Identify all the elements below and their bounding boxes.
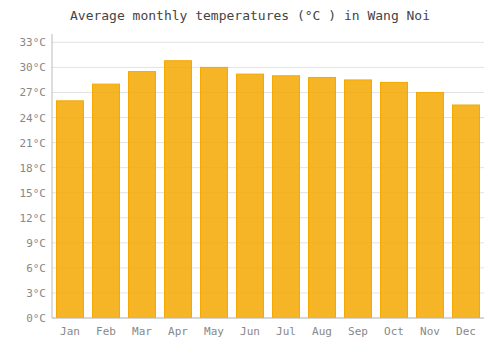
grid-line xyxy=(52,318,484,319)
title: Average monthly temperatures (°C ) in Wa… xyxy=(70,8,430,23)
bar xyxy=(57,101,84,318)
x-tick-label: Feb xyxy=(96,325,116,338)
bar xyxy=(309,77,336,318)
x-tick-label: Nov xyxy=(420,325,440,338)
bar xyxy=(129,72,156,318)
x-axis-line xyxy=(52,318,484,319)
x-tick-label: Oct xyxy=(384,325,404,338)
bar xyxy=(381,82,408,318)
y-tick-label: 30°C xyxy=(20,61,47,74)
bars xyxy=(57,61,480,318)
y-tick-label: 15°C xyxy=(20,187,47,200)
x-tick-label: May xyxy=(204,325,224,338)
grid-line xyxy=(52,42,484,43)
y-tick-label: 9°C xyxy=(26,237,46,250)
y-axis-line xyxy=(52,34,53,318)
bar xyxy=(237,74,264,318)
bar xyxy=(165,61,192,318)
x-tick-label: Dec xyxy=(456,325,476,338)
bar xyxy=(93,84,120,318)
grid xyxy=(52,42,484,318)
x-tick-label: Aug xyxy=(312,325,332,338)
chart-svg: Average monthly temperatures (°C ) in Wa… xyxy=(0,0,500,350)
x-tick-label: Jan xyxy=(60,325,80,338)
y-tick-label: 24°C xyxy=(20,112,47,125)
x-tick-label: Apr xyxy=(168,325,188,338)
bar xyxy=(273,76,300,318)
x-tick-label: Sep xyxy=(348,325,368,338)
y-tick-label: 12°C xyxy=(20,212,47,225)
y-tick-label: 6°C xyxy=(26,262,46,275)
grid-line xyxy=(52,67,484,68)
y-tick-label: 18°C xyxy=(20,162,47,175)
bar xyxy=(453,105,480,318)
y-tick-label: 21°C xyxy=(20,137,47,150)
x-tick-label: Mar xyxy=(132,325,152,338)
y-tick-label: 27°C xyxy=(20,86,47,99)
bar xyxy=(345,80,372,318)
x-tick-label: Jun xyxy=(240,325,260,338)
bar xyxy=(201,67,228,318)
x-tick-label: Jul xyxy=(276,325,296,338)
y-tick-label: 3°C xyxy=(26,287,46,300)
chart-container: Average monthly temperatures (°C ) in Wa… xyxy=(0,0,500,350)
bar xyxy=(417,92,444,318)
y-tick-label: 0°C xyxy=(26,312,46,325)
y-tick-label: 33°C xyxy=(20,36,47,49)
